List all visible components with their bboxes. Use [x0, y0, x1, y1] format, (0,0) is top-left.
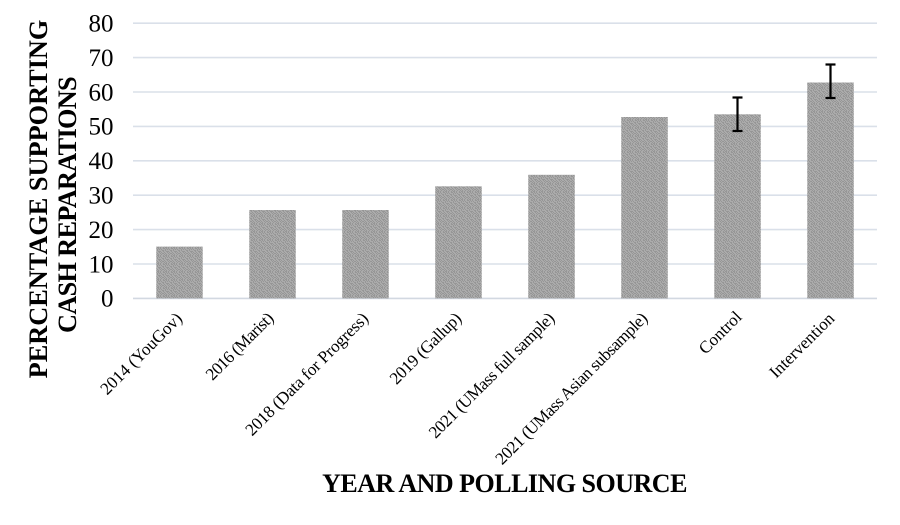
svg-text:70: 70 [89, 45, 114, 72]
svg-text:50: 50 [89, 114, 114, 141]
svg-text:PERCENTAGE SUPPORTING: PERCENTAGE SUPPORTING [24, 20, 53, 379]
svg-text:30: 30 [89, 183, 114, 210]
svg-text:60: 60 [89, 79, 114, 106]
svg-text:40: 40 [89, 148, 114, 175]
svg-text:10: 10 [89, 251, 114, 278]
svg-text:0: 0 [101, 286, 114, 313]
svg-text:CASH REPARATIONS: CASH REPARATIONS [53, 77, 82, 333]
svg-text:20: 20 [89, 217, 114, 244]
svg-text:YEAR AND POLLING SOURCE: YEAR AND POLLING SOURCE [322, 469, 687, 498]
svg-text:80: 80 [89, 11, 114, 38]
